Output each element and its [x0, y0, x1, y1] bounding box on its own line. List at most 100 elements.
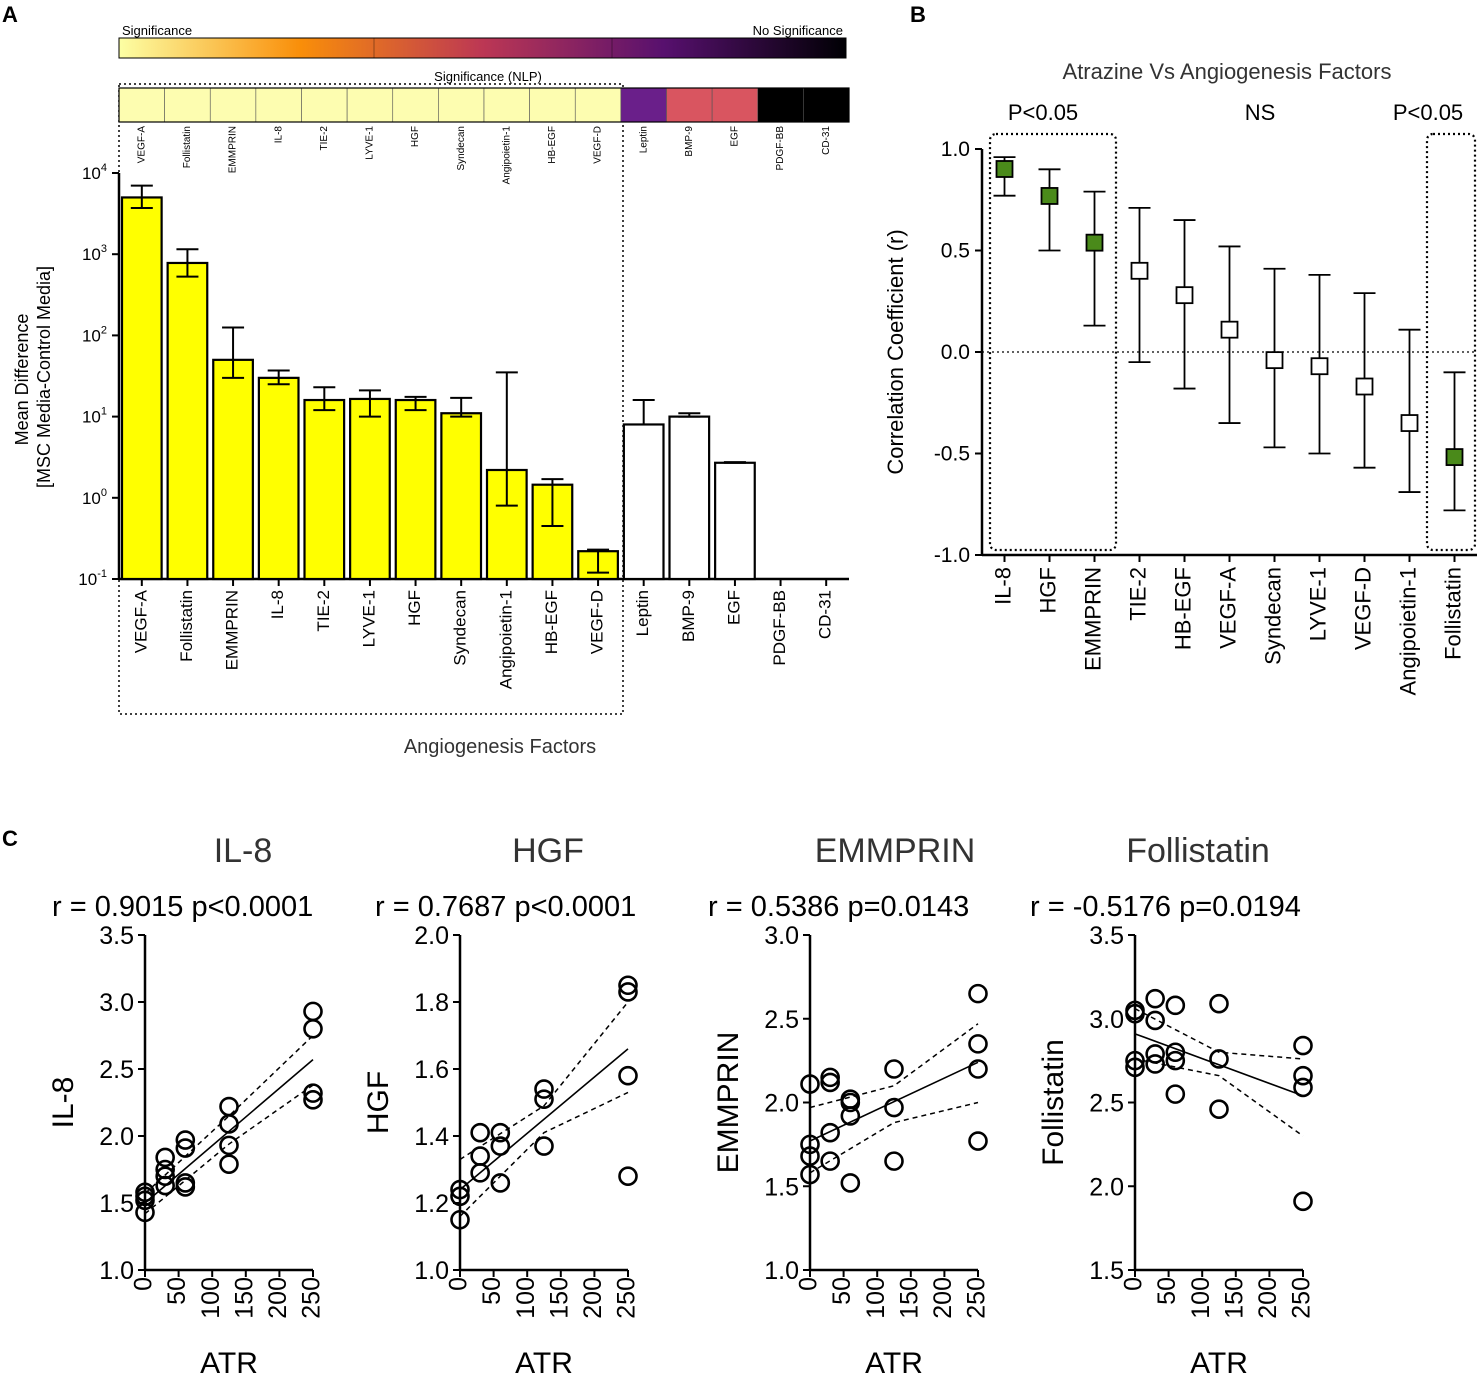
x-tick-label: TIE-2 [1125, 567, 1150, 621]
nlp-cell-label: TIE-2 [319, 126, 330, 151]
x-tick-label: EMMPRIN [1080, 567, 1105, 671]
data-point [490, 1136, 511, 1156]
y-tick-label: 102 [82, 324, 107, 345]
nlp-cell-label: Leptin [638, 126, 649, 153]
nlp-cell [757, 87, 804, 123]
y-tick-label: 103 [82, 243, 107, 264]
nlp-cell-label: PDGF-BB [775, 126, 786, 171]
x-tick-label: 200 [929, 1277, 957, 1319]
x-tick-label: EGF [724, 590, 743, 625]
plot-title: EMMPRIN [815, 832, 976, 870]
bar [257, 376, 300, 581]
confidence-band-lower [809, 1101, 979, 1174]
data-point [618, 1166, 638, 1186]
group-label-not-significant: NS [1245, 100, 1276, 125]
stats-label: r = -0.5176 p=0.0194 [1030, 891, 1301, 923]
nlp-cell-label: HGF [410, 126, 421, 147]
significant-group-box-right [1425, 132, 1477, 552]
nlp-cell-label: VEGF-A [136, 126, 147, 164]
x-tick-label: BMP-9 [679, 590, 698, 642]
bar [668, 415, 711, 581]
y-tick-label: -1.0 [934, 544, 970, 567]
data-point [968, 1059, 988, 1079]
data-point [1293, 1191, 1313, 1212]
plot-title: Follistatin [1126, 832, 1270, 870]
nlp-cell [392, 87, 439, 123]
data-point [1165, 1084, 1186, 1104]
nlp-cell-label: CD-31 [821, 126, 832, 155]
panel-a-letter: A [2, 2, 18, 27]
data-point [820, 1151, 840, 1171]
y-tick-label: 3.5 [99, 922, 134, 950]
y-tick-label: 10-1 [78, 568, 107, 589]
x-tick-label: IL-8 [268, 590, 287, 619]
data-point [175, 1173, 196, 1193]
x-tick-label: TIE-2 [314, 590, 333, 632]
y-axis-title: IL-8 [47, 1077, 80, 1129]
y-tick-label: 1.5 [764, 1173, 799, 1201]
data-point [219, 1135, 239, 1156]
bar [394, 398, 437, 581]
x-tick-label: 50 [828, 1277, 856, 1305]
significance-gradient-bar [118, 37, 847, 59]
x-tick-label: Angipoietin-1 [496, 590, 515, 689]
data-point [1293, 1065, 1313, 1086]
y-tick-label: 2.0 [764, 1090, 799, 1118]
data-point [1293, 1035, 1313, 1056]
correlation-marker [1085, 233, 1104, 252]
nlp-cell [255, 87, 302, 123]
y-tick-label: 2.0 [414, 922, 449, 950]
y-tick-base: 10 [78, 570, 97, 589]
data-point [820, 1072, 840, 1093]
nlp-cell [529, 87, 576, 123]
nlp-cell [301, 87, 348, 123]
panel-b-letter: B [910, 2, 926, 27]
data-point [840, 1089, 861, 1109]
nlp-cell-label: IL-8 [273, 126, 284, 144]
x-tick-label: 0 [130, 1277, 158, 1291]
y-axis-title: HGF [362, 1071, 395, 1134]
correlation-marker [1175, 286, 1194, 305]
data-point [1145, 988, 1165, 1009]
group-label-significant-right: P<0.05 [1393, 100, 1463, 125]
bar [166, 261, 209, 581]
data-point [1165, 1050, 1186, 1071]
data-point [840, 1173, 861, 1193]
correlation-marker [1040, 187, 1059, 205]
y-tick-base: 10 [82, 326, 101, 345]
y-tick-label: 1.4 [414, 1123, 449, 1151]
x-tick-label: 50 [163, 1277, 191, 1305]
nlp-cell [209, 87, 257, 123]
significance-scale-right-label: No Significance [753, 23, 843, 38]
y-tick-base: 10 [82, 164, 101, 183]
data-point [968, 983, 988, 1004]
x-tick-label: Syndecan [451, 590, 470, 666]
nlp-cell [483, 87, 530, 123]
stats-label: r = 0.9015 p<0.0001 [52, 891, 313, 923]
x-axis-title: ATR [515, 1347, 573, 1376]
nlp-cell [574, 87, 622, 123]
bar [440, 412, 483, 581]
data-point [450, 1186, 470, 1207]
x-tick-label: 200 [579, 1277, 607, 1319]
x-tick-label: 150 [230, 1277, 258, 1319]
correlation-marker [1130, 261, 1149, 280]
x-tick-label: 50 [478, 1277, 506, 1305]
x-tick-label: Syndecan [1260, 567, 1285, 665]
y-axis-title: Follistatin [1037, 1039, 1070, 1166]
data-point [155, 1147, 175, 1168]
y-tick-exponent: 0 [101, 487, 107, 499]
data-point [820, 1067, 840, 1088]
panel-b-title: Atrazine Vs Angiogenesis Factors [1063, 59, 1392, 84]
y-tick-base: 10 [82, 245, 101, 264]
x-tick-label: 200 [264, 1277, 292, 1319]
data-point [303, 1083, 323, 1103]
data-point [1125, 1050, 1145, 1071]
data-point [1209, 993, 1229, 1014]
x-tick-label: 150 [545, 1277, 573, 1319]
x-tick-label: 200 [1254, 1277, 1282, 1319]
y-tick-label: 104 [82, 162, 107, 183]
regression-hgf: HGF r = 0.7687 p<0.0001 1.0 1.2 1.4 1.6 1.8 2.0… [362, 832, 641, 1376]
correlation-marker [1400, 414, 1419, 432]
